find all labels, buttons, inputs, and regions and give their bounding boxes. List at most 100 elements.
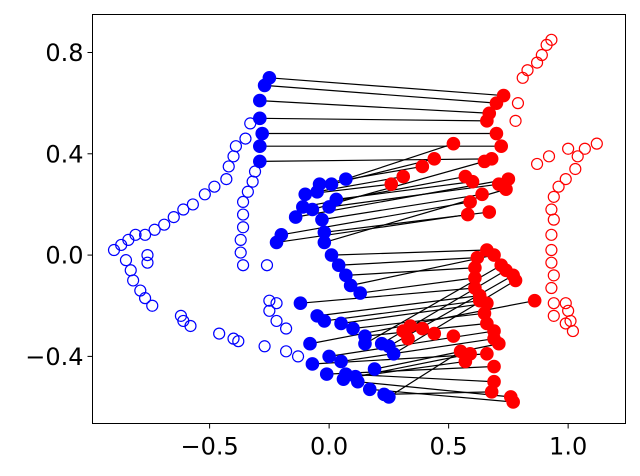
open-red-point [552,180,565,193]
filled-blue-point [386,347,401,361]
filled-blue-point [348,369,363,384]
x-tick-label: 0.0 [310,433,348,461]
open-red-point [547,297,560,310]
filled-red-point [484,385,499,399]
open-blue-point [222,160,235,173]
filled-blue-point [315,212,329,227]
open-red-point [545,203,558,216]
open-blue-point [208,180,221,193]
open-red-point [590,137,603,150]
filled-red-point [499,182,513,197]
open-blue-point [119,254,133,267]
open-blue-point [184,319,197,333]
open-blue-point [141,256,154,269]
open-blue-point [138,292,152,305]
filled-red-point [487,359,501,374]
open-blue-point [263,294,276,307]
filled-blue-point [269,235,284,250]
open-red-point [530,56,544,69]
connection-line [259,100,490,114]
open-blue-point [177,203,190,216]
filled-blue-point [253,154,267,169]
open-blue-point [280,322,293,335]
open-red-point [540,38,553,51]
filled-red-point [480,347,494,361]
open-blue-point [291,350,305,363]
open-blue-point [241,185,254,198]
open-blue-point [236,221,250,234]
filled-red-point [401,331,415,346]
filled-blue-point [303,336,317,351]
connection-line [360,277,476,294]
open-red-point [571,150,584,163]
filled-red-point [506,395,520,409]
filled-blue-point [324,248,339,262]
filled-blue-point [322,349,336,364]
open-blue-point [270,314,283,328]
connection-line [336,181,473,200]
filled-blue-point [288,210,303,224]
filled-red-point [489,96,504,110]
connection-line [338,257,478,266]
connection-line [300,287,475,304]
filled-blue-point [305,357,320,371]
open-blue-point [234,246,247,259]
open-blue-point [146,299,159,312]
filled-red-point [446,136,461,151]
connection-line [340,302,487,325]
filled-blue-point [343,278,358,293]
open-red-point [545,228,558,241]
open-blue-point [260,259,274,272]
open-red-point [530,157,544,171]
open-red-point [562,304,575,317]
connection-line [352,312,485,330]
filled-blue-point [346,321,360,336]
filled-blue-point [305,202,320,217]
filled-blue-point [317,314,332,328]
connection-line [369,388,514,403]
connection-line [269,77,504,97]
filled-red-point [482,205,497,219]
open-red-point [547,269,560,282]
connection-line [350,254,495,287]
filled-blue-point [358,336,372,351]
open-red-point [511,97,525,110]
open-blue-point [232,335,245,348]
open-red-point [578,142,591,155]
filled-blue-point [317,235,332,250]
filled-red-point [489,126,504,141]
open-blue-point [236,195,250,209]
filled-blue-point [298,187,313,202]
x-tick-label: 1.0 [549,433,587,461]
connection-line [345,373,495,383]
filled-red-point [492,336,506,351]
filled-blue-point [353,286,367,300]
filled-red-point [427,326,442,341]
filled-blue-point [334,316,348,331]
open-red-point [547,190,560,203]
x-tick-label: −0.5 [180,433,238,461]
open-red-point [545,256,558,269]
connection-line [281,201,471,236]
filled-red-point [508,273,523,288]
data-points [107,33,603,409]
filled-red-point [427,152,442,166]
connection-line [345,267,475,276]
connection-line [384,391,492,395]
filled-blue-point [255,126,269,141]
open-blue-point [141,248,154,262]
filled-blue-point [293,296,308,311]
filled-blue-point [334,354,348,369]
connection-line [345,143,454,180]
open-blue-point [124,264,137,277]
filled-red-point [465,174,480,189]
filled-red-point [384,177,399,191]
filled-red-point [415,159,430,174]
filled-red-point [477,154,492,169]
connection-line [317,295,480,317]
filled-blue-point [253,93,267,108]
x-tick-label: 0.5 [430,433,468,461]
open-blue-point [263,304,276,317]
open-blue-point [236,259,250,272]
